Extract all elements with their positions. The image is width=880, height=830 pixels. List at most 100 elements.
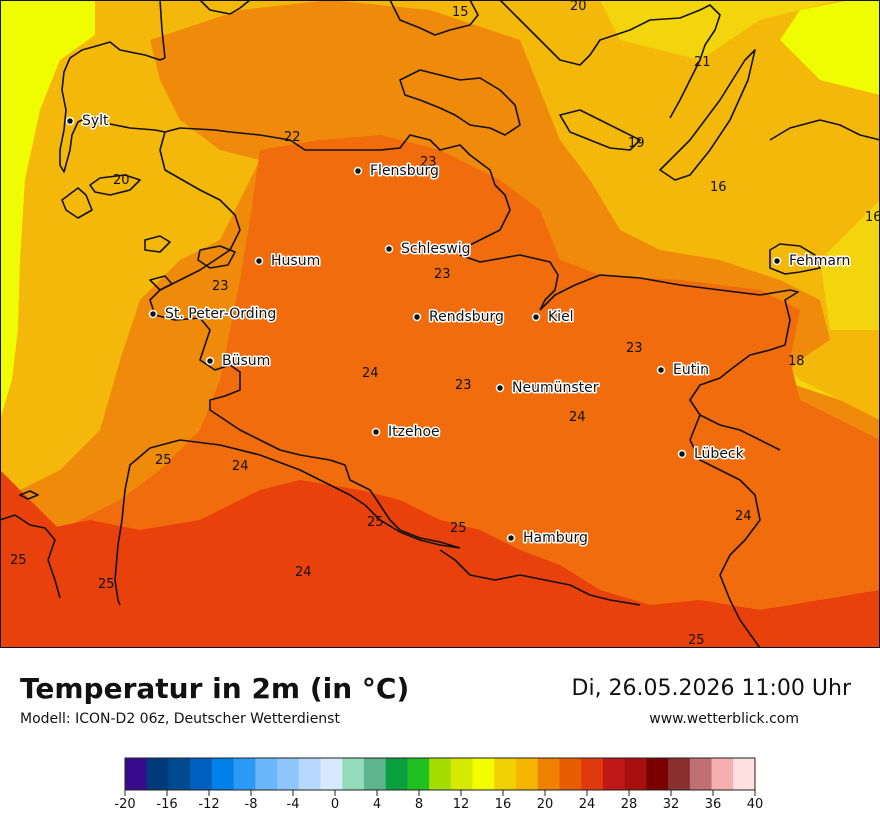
- coastlines: [0, 0, 880, 648]
- city-flensburg[interactable]: Flensburg: [353, 162, 440, 181]
- city-husum[interactable]: Husum: [254, 252, 322, 271]
- isoline-label: 23: [420, 155, 437, 170]
- legend-swatch: [733, 758, 756, 790]
- isoline-label: 18: [788, 354, 805, 369]
- city-rendsburg[interactable]: Rendsburg: [412, 308, 505, 327]
- luebeck-bay: [689, 377, 781, 451]
- legend-tick-label: 32: [663, 797, 680, 812]
- legend-swatch: [146, 758, 169, 790]
- isoline-label: 23: [626, 341, 643, 356]
- hamburg-border: [439, 549, 641, 606]
- isoline-label: 25: [10, 553, 27, 568]
- footer: [0, 648, 880, 830]
- isoline-label: 25: [367, 515, 384, 530]
- isoline-label: 24: [362, 366, 379, 381]
- city-luebeck[interactable]: Lübeck: [677, 445, 746, 464]
- isoline-label: 25: [98, 577, 115, 592]
- city-label: St. Peter-Ording: [165, 306, 276, 322]
- pellworm: [144, 235, 171, 253]
- city-itzehoe[interactable]: Itzehoe: [371, 423, 441, 442]
- city-sylt[interactable]: Sylt: [65, 112, 111, 131]
- kiel-coast: [539, 274, 799, 379]
- legend-swatch: [342, 758, 365, 790]
- legend-swatch: [646, 758, 669, 790]
- city-st-peter-ording[interactable]: St. Peter-Ording: [148, 305, 278, 324]
- legend-tick-label: -20: [114, 797, 135, 812]
- schlei: [459, 254, 559, 311]
- isoline-label: 24: [295, 565, 312, 580]
- map-svg: 15 20 21 19 16 16 22 23 20 23 23 18 23 2…: [0, 0, 880, 648]
- legend-swatch: [472, 758, 495, 790]
- alsen: [399, 69, 521, 136]
- city-dot: [677, 449, 687, 459]
- legend-frame: [124, 757, 756, 791]
- map-title: Temperatur in 2m (in °C): [20, 672, 410, 705]
- city-eutin[interactable]: Eutin: [656, 361, 710, 380]
- isoline-label: 24: [735, 509, 752, 524]
- city-label: Lübeck: [694, 446, 745, 462]
- city-dot: [531, 312, 541, 322]
- langeland: [659, 49, 756, 181]
- legend-swatch: [233, 758, 256, 790]
- legend-swatch: [211, 758, 235, 790]
- legend-swatch: [255, 758, 278, 790]
- legend-tick-label: 24: [579, 797, 596, 812]
- city-dot: [65, 116, 75, 126]
- border-denmark: [159, 0, 166, 59]
- city-label: Flensburg: [370, 163, 439, 179]
- city-dot: [495, 383, 505, 393]
- legend-swatch: [450, 758, 474, 790]
- city-neumuenster[interactable]: Neumünster: [495, 379, 600, 398]
- legend-swatch: [168, 758, 191, 790]
- fehmarn: [769, 243, 821, 275]
- city-schleswig[interactable]: Schleswig: [384, 240, 472, 259]
- legend-swatch: [385, 758, 408, 790]
- isoline-label: 16: [865, 210, 880, 225]
- isoline-label: 23: [434, 267, 451, 282]
- legend-tick-label: 4: [373, 797, 381, 812]
- legend-tick-label: -4: [287, 797, 300, 812]
- city-label: Neumünster: [512, 380, 599, 396]
- hallig: [149, 275, 173, 291]
- legend-swatch: [537, 758, 560, 790]
- city-dot: [371, 427, 381, 437]
- isoline-label: 25: [450, 521, 467, 536]
- city-hamburg[interactable]: Hamburg: [506, 529, 589, 548]
- legend-tick-label: 36: [705, 797, 722, 812]
- foehr: [61, 187, 93, 219]
- city-fehmarn[interactable]: Fehmarn: [772, 252, 852, 271]
- legend-swatch: [602, 758, 626, 790]
- state-border-east: [689, 414, 761, 648]
- city-kiel[interactable]: Kiel: [531, 308, 575, 327]
- sylt-coast: [59, 41, 380, 173]
- city-dot: [772, 256, 782, 266]
- legend-tick-label: -8: [245, 797, 258, 812]
- color-legend: -20 -16 -12 -8 -4 0 4 8 12 16 20 24 28 32 36 40: [0, 748, 880, 830]
- city-label: Eutin: [673, 362, 709, 378]
- isoline-label: 19: [628, 136, 645, 151]
- isoline-label: 15: [452, 5, 469, 20]
- city-dot: [656, 365, 666, 375]
- city-dot: [254, 256, 264, 266]
- helgoland: [19, 490, 39, 500]
- isoline-label: 23: [455, 378, 472, 393]
- legend-swatch: [277, 758, 300, 790]
- legend-swatch: [190, 758, 213, 790]
- isoline-label: 16: [710, 180, 727, 195]
- isoline-label: 20: [570, 0, 587, 14]
- isoline-label: 21: [694, 55, 711, 70]
- legend-tick-label: 12: [453, 797, 470, 812]
- city-dot: [353, 166, 363, 176]
- legend-swatch: [407, 758, 430, 790]
- flensburg-fjord: [379, 134, 511, 251]
- city-dot: [506, 533, 516, 543]
- legend-swatch: [320, 758, 343, 790]
- city-buesum[interactable]: Büsum: [205, 352, 272, 371]
- legend-tick-label: 16: [495, 797, 512, 812]
- city-label: Sylt: [82, 113, 109, 129]
- city-dot: [148, 309, 158, 319]
- website-link[interactable]: www.wetterblick.com: [649, 711, 799, 727]
- temp-field-26-south: [0, 480, 880, 648]
- isoline-label: 20: [113, 173, 130, 188]
- temperature-map: 15 20 21 19 16 16 22 23 20 23 23 18 23 2…: [0, 0, 880, 648]
